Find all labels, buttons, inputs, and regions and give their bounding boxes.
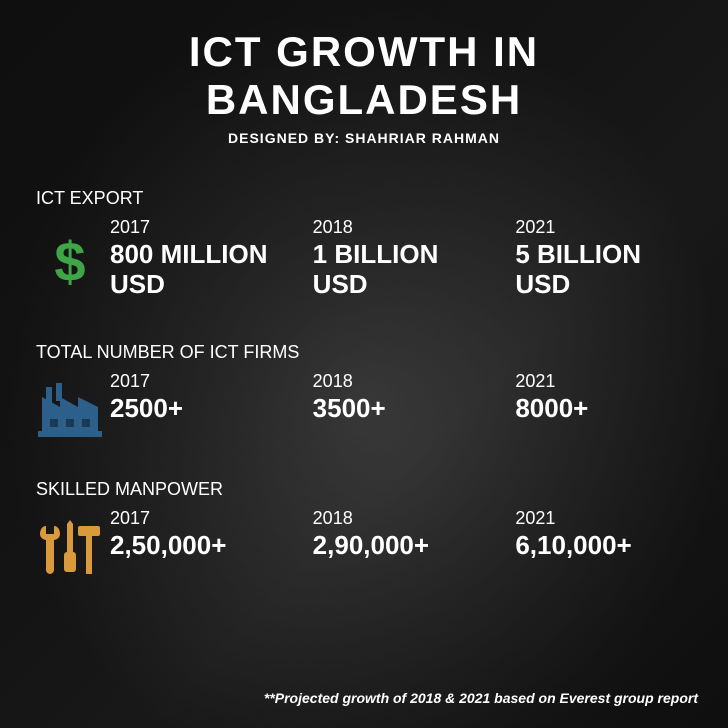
- value-label: 2,90,000+: [313, 531, 496, 561]
- data-col: 2021 8000+: [515, 371, 698, 424]
- page-title: ICT GROWTH IN BANGLADESH: [30, 28, 698, 124]
- section-label: ICT EXPORT: [36, 188, 698, 209]
- value-label: 2,50,000+: [110, 531, 293, 561]
- data-col: 2018 2,90,000+: [313, 508, 496, 561]
- tools-icon: [38, 520, 102, 580]
- data-col: 2018 3500+: [313, 371, 496, 424]
- year-label: 2017: [110, 508, 293, 529]
- infographic-content: ICT GROWTH IN BANGLADESH DESIGNED BY: SH…: [0, 0, 728, 728]
- value-label: 6,10,000+: [515, 531, 698, 561]
- footnote: **Projected growth of 2018 & 2021 based …: [264, 690, 698, 706]
- section-ict-export: ICT EXPORT $ 2017 800 MILLION USD 2018 1…: [30, 188, 698, 300]
- dollar-icon: $: [54, 229, 85, 294]
- year-label: 2017: [110, 371, 293, 392]
- data-col: 2021 5 BILLION USD: [515, 217, 698, 300]
- year-label: 2018: [313, 371, 496, 392]
- section-label: TOTAL NUMBER OF ICT FIRMS: [36, 342, 698, 363]
- value-label: 8000+: [515, 394, 698, 424]
- factory-icon: [38, 383, 102, 437]
- section-row: 2017 2,50,000+ 2018 2,90,000+ 2021 6,10,…: [30, 508, 698, 580]
- section-label: SKILLED MANPOWER: [36, 479, 698, 500]
- year-label: 2021: [515, 371, 698, 392]
- value-label: 3500+: [313, 394, 496, 424]
- value-label: 5 BILLION USD: [515, 240, 698, 300]
- year-label: 2021: [515, 508, 698, 529]
- icon-column: $: [30, 217, 110, 294]
- section-ict-firms: TOTAL NUMBER OF ICT FIRMS: [30, 342, 698, 437]
- icon-column: [30, 508, 110, 580]
- icon-column: [30, 371, 110, 437]
- data-columns: 2017 800 MILLION USD 2018 1 BILLION USD …: [110, 217, 698, 300]
- year-label: 2017: [110, 217, 293, 238]
- value-label: 1 BILLION USD: [313, 240, 496, 300]
- year-label: 2018: [313, 217, 496, 238]
- data-col: 2018 1 BILLION USD: [313, 217, 496, 300]
- data-col: 2021 6,10,000+: [515, 508, 698, 561]
- data-col: 2017 2500+: [110, 371, 293, 424]
- data-columns: 2017 2,50,000+ 2018 2,90,000+ 2021 6,10,…: [110, 508, 698, 561]
- year-label: 2018: [313, 508, 496, 529]
- data-columns: 2017 2500+ 2018 3500+ 2021 8000+: [110, 371, 698, 424]
- value-label: 2500+: [110, 394, 293, 424]
- section-skilled-manpower: SKILLED MANPOWER: [30, 479, 698, 580]
- page-subtitle: DESIGNED BY: SHAHRIAR RAHMAN: [30, 130, 698, 146]
- section-row: 2017 2500+ 2018 3500+ 2021 8000+: [30, 371, 698, 437]
- section-row: $ 2017 800 MILLION USD 2018 1 BILLION US…: [30, 217, 698, 300]
- data-col: 2017 800 MILLION USD: [110, 217, 293, 300]
- year-label: 2021: [515, 217, 698, 238]
- data-col: 2017 2,50,000+: [110, 508, 293, 561]
- value-label: 800 MILLION USD: [110, 240, 293, 300]
